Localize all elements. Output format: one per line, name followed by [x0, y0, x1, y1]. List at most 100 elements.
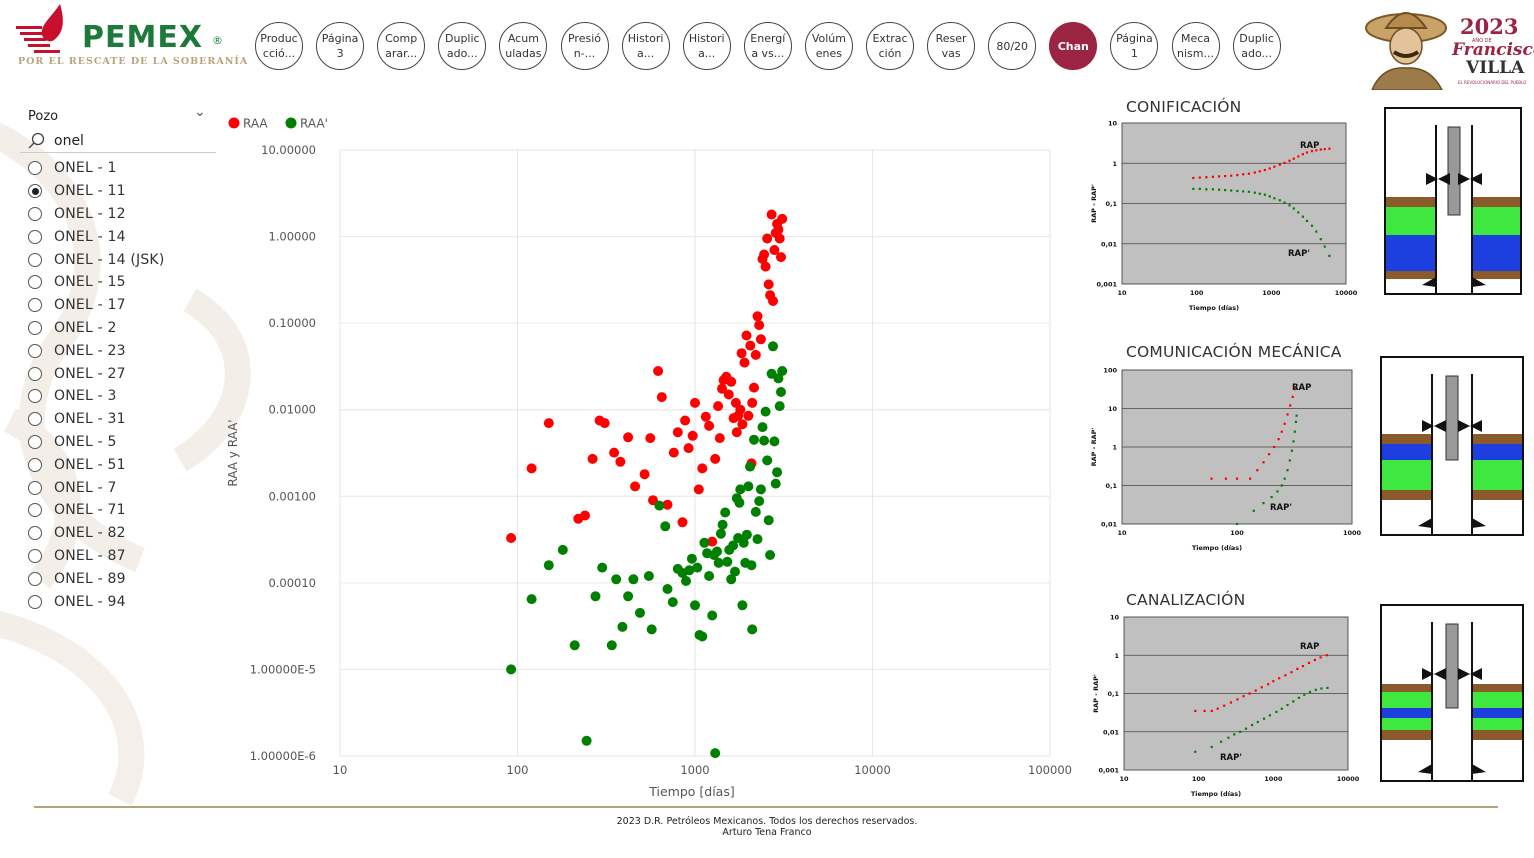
nav-button-3[interactable]: Duplic ado... — [438, 22, 487, 70]
slicer-item[interactable]: ONEL - 11 — [28, 180, 164, 203]
raa-point[interactable] — [750, 349, 761, 360]
raa-point[interactable] — [731, 427, 742, 438]
raa-point[interactable] — [693, 484, 704, 495]
raa-prime-point[interactable] — [715, 528, 726, 539]
raa-point[interactable] — [736, 348, 747, 359]
raa-prime-point[interactable] — [643, 571, 654, 581]
radio-selected-icon[interactable] — [28, 184, 42, 199]
slicer-item[interactable]: ONEL - 1 — [28, 157, 164, 180]
radio-icon[interactable] — [28, 571, 42, 586]
raa-prime-point[interactable] — [690, 600, 700, 611]
raa-point[interactable] — [683, 443, 694, 454]
raa-point[interactable] — [759, 249, 770, 260]
raa-prime-point[interactable] — [692, 562, 703, 573]
raa-point[interactable] — [697, 463, 708, 474]
raa-prime-point[interactable] — [628, 574, 639, 585]
raa-prime-point[interactable] — [728, 540, 739, 551]
raa-prime-point[interactable] — [569, 640, 580, 651]
raa-prime-point[interactable] — [770, 478, 781, 489]
slicer-item[interactable]: ONEL - 82 — [28, 522, 164, 545]
radio-icon[interactable] — [28, 480, 42, 495]
raa-point[interactable] — [769, 245, 780, 255]
slicer-item[interactable]: ONEL - 17 — [28, 294, 164, 317]
raa-prime-point[interactable] — [710, 748, 721, 759]
raa-prime-point[interactable] — [684, 565, 695, 576]
raa-point[interactable] — [766, 209, 777, 220]
nav-button-5[interactable]: Presió n-... — [560, 22, 609, 70]
raa-point[interactable] — [777, 213, 788, 224]
nav-button-7[interactable]: Histori a... — [682, 22, 731, 70]
radio-icon[interactable] — [28, 548, 42, 563]
raa-point[interactable] — [668, 447, 679, 458]
raa-prime-point[interactable] — [735, 484, 746, 495]
raa-point[interactable] — [656, 392, 667, 403]
raa-prime-point[interactable] — [757, 422, 768, 433]
raa-prime-point[interactable] — [734, 497, 745, 508]
raa-point[interactable] — [543, 418, 554, 429]
slicer-item[interactable]: ONEL - 5 — [28, 431, 164, 454]
slicer-item[interactable]: ONEL - 23 — [28, 339, 164, 362]
raa-point[interactable] — [760, 261, 771, 272]
raa-prime-point[interactable] — [726, 574, 737, 585]
raa-point[interactable] — [677, 517, 688, 528]
slicer-search-input[interactable]: onel — [20, 130, 216, 153]
raa-point[interactable] — [741, 330, 752, 341]
nav-button-16[interactable]: Duplic ado... — [1232, 22, 1281, 70]
slicer-item[interactable]: ONEL - 27 — [28, 362, 164, 385]
radio-icon[interactable] — [28, 389, 42, 404]
raa-point[interactable] — [723, 389, 734, 400]
radio-icon[interactable] — [28, 252, 42, 267]
slicer-item[interactable]: ONEL - 51 — [28, 453, 164, 476]
radio-icon[interactable] — [28, 366, 42, 381]
raa-prime-point[interactable] — [707, 610, 718, 621]
radio-icon[interactable] — [28, 343, 42, 358]
raa-point[interactable] — [599, 418, 610, 429]
slicer-item[interactable]: ONEL - 3 — [28, 385, 164, 408]
raa-point[interactable] — [762, 233, 773, 244]
radio-icon[interactable] — [28, 229, 42, 244]
raa-point[interactable] — [645, 433, 656, 444]
raa-point[interactable] — [609, 447, 620, 458]
raa-point[interactable] — [704, 420, 715, 431]
raa-point[interactable] — [687, 430, 698, 441]
raa-point[interactable] — [768, 296, 778, 306]
radio-icon[interactable] — [28, 526, 42, 541]
raa-prime-point[interactable] — [623, 591, 634, 602]
raa-prime-point[interactable] — [543, 560, 554, 571]
raa-prime-point[interactable] — [772, 467, 783, 478]
raa-prime-point[interactable] — [720, 507, 731, 518]
raa-point[interactable] — [717, 383, 727, 394]
raa-point[interactable] — [506, 533, 517, 543]
raa-point[interactable] — [672, 427, 683, 438]
raa-point[interactable] — [710, 453, 721, 464]
raa-prime-point[interactable] — [597, 562, 608, 573]
nav-button-2[interactable]: Comp arar... — [377, 22, 426, 70]
raa-point[interactable] — [580, 510, 590, 521]
nav-button-10[interactable]: Extrac ción — [866, 22, 914, 70]
nav-button-0[interactable]: Produc cció... — [255, 22, 303, 70]
raa-point[interactable] — [700, 411, 711, 422]
raa-prime-point[interactable] — [768, 341, 778, 352]
raa-prime-point[interactable] — [746, 560, 757, 571]
radio-icon[interactable] — [28, 457, 42, 472]
raa-point[interactable] — [639, 469, 650, 480]
chevron-down-icon[interactable]: ⌄ — [194, 104, 206, 120]
raa-prime-point[interactable] — [660, 521, 671, 532]
slicer-item[interactable]: ONEL - 89 — [28, 567, 164, 590]
raa-prime-point[interactable] — [697, 631, 708, 642]
raa-prime-point[interactable] — [611, 574, 622, 585]
raa-prime-point[interactable] — [765, 550, 776, 560]
raa-prime-point[interactable] — [712, 546, 722, 557]
raa-point[interactable] — [623, 432, 634, 443]
raa-point[interactable] — [653, 366, 664, 376]
raa-point[interactable] — [587, 453, 598, 464]
raa-prime-point[interactable] — [506, 664, 517, 675]
raa-point[interactable] — [776, 252, 786, 263]
raa-point[interactable] — [735, 404, 746, 415]
raa-point[interactable] — [713, 401, 724, 412]
slicer-item[interactable]: ONEL - 14 (JSK) — [28, 248, 164, 271]
raa-point[interactable] — [745, 340, 756, 351]
raa-prime-point[interactable] — [662, 584, 673, 594]
raa-prime-point[interactable] — [752, 534, 763, 545]
nav-button-4[interactable]: Acum uladas — [499, 22, 548, 70]
